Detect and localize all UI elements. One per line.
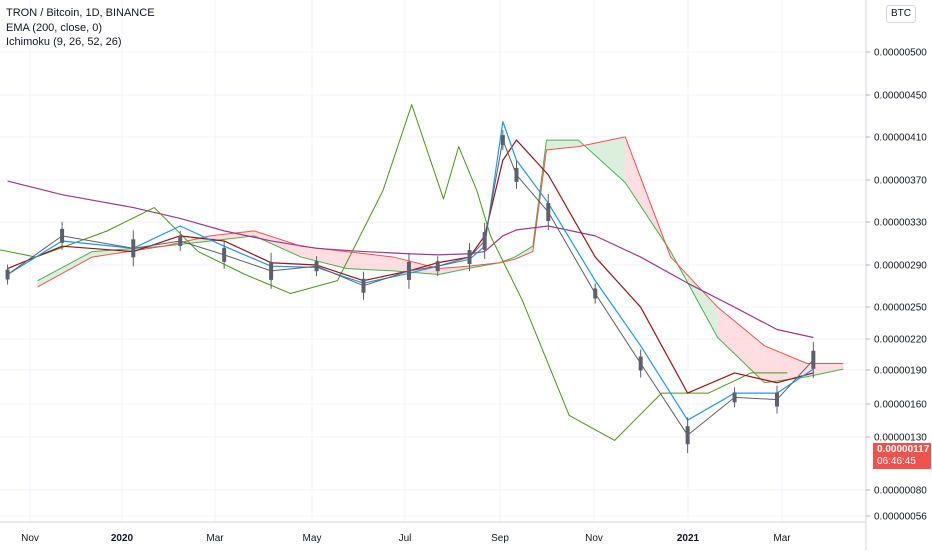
candle-body — [500, 135, 505, 146]
candle-body — [638, 356, 643, 371]
cloud-segment — [346, 251, 394, 271]
price-tick-label: 0.00000130 — [874, 433, 927, 444]
candle-body — [361, 278, 366, 293]
candle-body — [482, 231, 487, 250]
price-tick-label: 0.00000190 — [874, 366, 927, 377]
price-tick-label: 0.00000410 — [874, 133, 927, 144]
leading-span-a-line — [37, 139, 844, 384]
price-tick-label: 0.00000220 — [874, 335, 927, 346]
candle-body — [60, 228, 65, 243]
candle-body — [131, 239, 136, 258]
candle-body — [435, 261, 440, 272]
candle-body — [467, 250, 472, 265]
price-tick-label: 0.00000056 — [874, 512, 927, 523]
bar-countdown-label: 06:46:45 — [877, 456, 916, 467]
candle-body — [546, 203, 551, 222]
time-tick-label: Mar — [206, 533, 224, 544]
last-price-tag: 0.00000117 06:46:45 — [873, 443, 931, 469]
price-tick-label: 0.00000290 — [874, 261, 927, 272]
time-tick-label: Nov — [21, 533, 39, 544]
time-tick-label: 2021 — [677, 533, 700, 544]
candle-body — [269, 261, 274, 280]
time-axis[interactable]: Nov 2020 Mar May Jul Sep Nov 2021 Mar — [21, 533, 791, 544]
last-price-label: 0.00000117 — [877, 444, 930, 455]
candle-body — [685, 426, 690, 445]
time-tick-label: 2020 — [111, 533, 134, 544]
cloud-segment — [546, 140, 579, 150]
time-tick-label: Mar — [773, 533, 791, 544]
price-tick-label: 0.00000500 — [874, 48, 927, 59]
candle-body — [178, 235, 183, 246]
price-tick-label: 0.00000370 — [874, 176, 927, 187]
time-tick-label: Sep — [491, 533, 509, 544]
symbol-title[interactable]: TRON / Bitcoin, 1D, BINANCE — [6, 7, 155, 19]
price-tick-label: 0.00000250 — [874, 303, 927, 314]
price-tick-label: 0.00000160 — [874, 400, 927, 411]
cloud-segment — [210, 230, 255, 241]
candle-body — [774, 392, 779, 407]
chart-legend: TRON / Bitcoin, 1D, BINANCE EMA (200, cl… — [6, 6, 155, 50]
time-tick-label: Nov — [585, 533, 603, 544]
candle-body — [406, 261, 411, 280]
cloud-segment — [806, 363, 844, 377]
candle-body — [593, 288, 598, 299]
ichimoku-cloud — [37, 136, 844, 383]
candle-body — [5, 269, 10, 280]
time-tick-label: May — [303, 533, 322, 544]
candle-body — [514, 167, 519, 182]
candle-body — [732, 392, 737, 403]
currency-badge[interactable]: BTC — [886, 5, 916, 23]
cloud-segment — [301, 246, 347, 269]
cloud-segment — [254, 230, 302, 258]
cloud-segment — [717, 307, 765, 383]
lagging-span-line — [0, 104, 788, 441]
cloud-segment — [578, 136, 626, 183]
price-tick-label: 0.00000080 — [874, 486, 927, 497]
price-axis[interactable]: 0.00000500 0.00000450 0.00000410 0.00000370… — [866, 48, 927, 523]
price-tick-label: 0.00000450 — [874, 91, 927, 102]
candle-body — [811, 350, 816, 369]
grid — [0, 0, 866, 522]
candle-body — [222, 247, 227, 262]
candle-body — [314, 261, 319, 272]
ema-line — [7, 180, 814, 339]
time-tick-label: Jul — [399, 533, 412, 544]
cloud-segment — [37, 251, 93, 287]
ichimoku-study-label[interactable]: Ichimoku (9, 26, 52, 26) — [6, 36, 122, 48]
ema-study-label[interactable]: EMA (200, close, 0) — [6, 21, 102, 34]
candles — [5, 130, 816, 454]
price-tick-label: 0.00000330 — [874, 218, 927, 229]
cloud-segment — [764, 345, 807, 383]
cloud-segment — [393, 257, 439, 275]
